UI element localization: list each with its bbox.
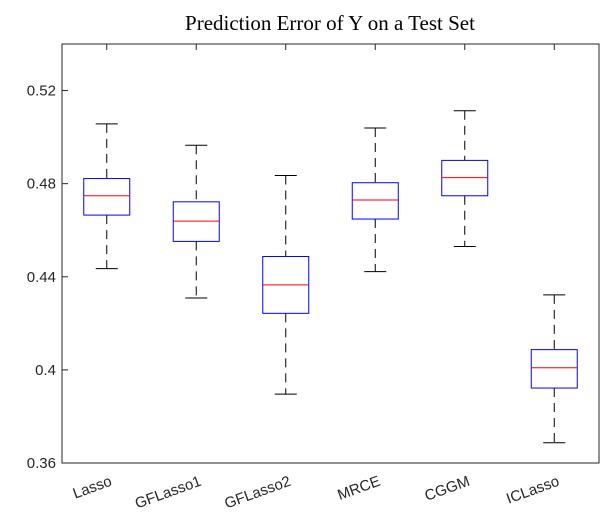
y-tick-label: 0.44 (27, 269, 56, 286)
x-tick-label: ICLasso (504, 473, 562, 508)
box (351, 182, 399, 220)
plot-frame (61, 43, 600, 464)
box (530, 349, 578, 389)
box (83, 178, 131, 216)
y-tick-label: 0.48 (27, 176, 56, 193)
x-tick-label: GFLasso2 (222, 473, 293, 513)
x-tick-label: GFLasso1 (133, 473, 204, 513)
y-tick-label: 0.52 (27, 83, 56, 100)
x-tick-label: Lasso (71, 473, 114, 503)
x-tick-label: MRCE (335, 473, 382, 504)
chart-title: Prediction Error of Y on a Test Set (185, 11, 475, 35)
x-tick-label: CGGM (422, 473, 472, 505)
y-tick-label: 0.36 (27, 455, 56, 472)
y-tick-label: 0.4 (35, 362, 56, 379)
